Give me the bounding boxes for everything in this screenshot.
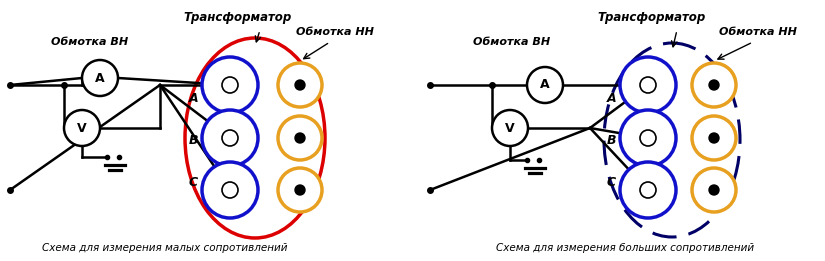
Circle shape — [620, 110, 676, 166]
Circle shape — [202, 57, 258, 113]
Circle shape — [278, 168, 322, 212]
Text: A: A — [606, 92, 616, 104]
Circle shape — [620, 162, 676, 218]
Circle shape — [202, 162, 258, 218]
Circle shape — [295, 185, 305, 195]
Ellipse shape — [604, 43, 740, 237]
Circle shape — [295, 133, 305, 143]
Text: A: A — [540, 79, 549, 92]
Circle shape — [640, 130, 656, 146]
Text: C: C — [607, 175, 616, 188]
Text: Схема для измерения малых сопротивлений: Схема для измерения малых сопротивлений — [42, 243, 288, 253]
Circle shape — [222, 182, 238, 198]
Text: C: C — [189, 175, 198, 188]
Circle shape — [709, 80, 719, 90]
Circle shape — [640, 77, 656, 93]
Text: B: B — [606, 133, 616, 146]
Text: Трансформатор: Трансформатор — [598, 11, 706, 25]
Circle shape — [278, 116, 322, 160]
Circle shape — [692, 63, 736, 107]
Ellipse shape — [185, 38, 325, 238]
Circle shape — [64, 110, 100, 146]
Text: Обмотка ВН: Обмотка ВН — [51, 37, 129, 47]
Circle shape — [222, 77, 238, 93]
Text: A: A — [188, 92, 198, 104]
Circle shape — [692, 168, 736, 212]
Circle shape — [620, 57, 676, 113]
Text: Обмотка ВН: Обмотка ВН — [474, 37, 550, 47]
Circle shape — [709, 185, 719, 195]
Circle shape — [692, 116, 736, 160]
Circle shape — [82, 60, 118, 96]
Text: Обмотка НН: Обмотка НН — [719, 27, 797, 37]
Text: V: V — [78, 122, 87, 134]
Circle shape — [709, 133, 719, 143]
Circle shape — [222, 130, 238, 146]
Circle shape — [492, 110, 528, 146]
Text: A: A — [95, 72, 105, 85]
Circle shape — [295, 80, 305, 90]
Text: Трансформатор: Трансформатор — [184, 11, 292, 25]
Circle shape — [278, 63, 322, 107]
Text: Схема для измерения больших сопротивлений: Схема для измерения больших сопротивлени… — [496, 243, 754, 253]
Circle shape — [527, 67, 563, 103]
Text: V: V — [505, 122, 515, 134]
Circle shape — [640, 182, 656, 198]
Circle shape — [202, 110, 258, 166]
Text: Обмотка НН: Обмотка НН — [296, 27, 374, 37]
Text: B: B — [188, 133, 198, 146]
